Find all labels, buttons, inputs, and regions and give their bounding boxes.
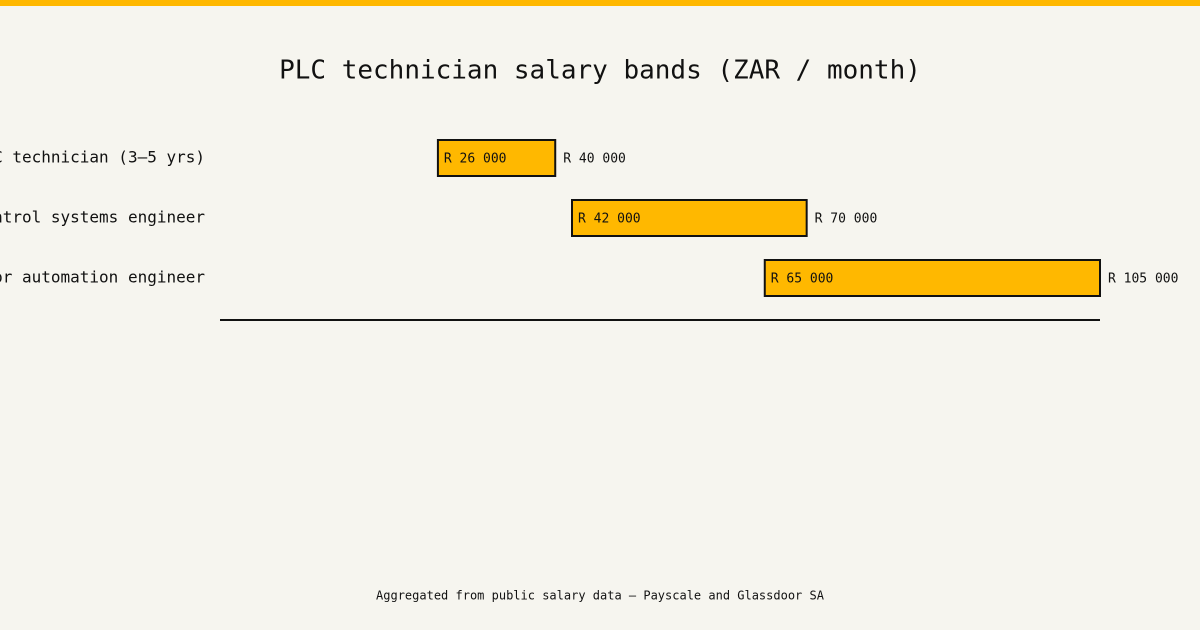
bar (436, 139, 557, 177)
low-label: R 26 000 (444, 152, 507, 167)
high-label: R 105 000 (1108, 272, 1178, 287)
top-stripe (0, 0, 1200, 6)
category-label: PLC technician (3–5 yrs) (0, 148, 205, 167)
high-label: R 40 000 (563, 152, 626, 167)
bar (571, 199, 808, 237)
chart-title: PLC technician salary bands (ZAR / month… (279, 56, 921, 86)
low-label: R 42 000 (578, 212, 641, 227)
source-note: Aggregated from public salary data — Pay… (376, 589, 825, 603)
high-label: R 70 000 (815, 212, 878, 227)
low-label: R 65 000 (771, 272, 834, 287)
category-label: Senior automation engineer (0, 268, 205, 287)
bar (763, 259, 1101, 297)
category-label: Control systems engineer (0, 208, 205, 227)
